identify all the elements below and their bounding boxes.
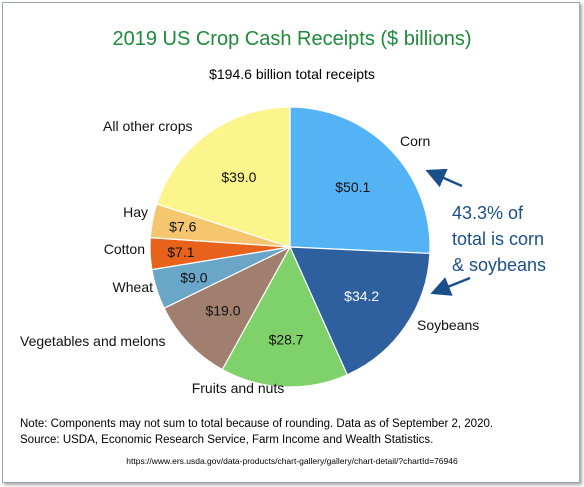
category-label-wheat: Wheat (113, 279, 154, 295)
chart-subtitle: $194.6 billion total receipts (209, 66, 375, 82)
category-label-fruits-and-nuts: Fruits and nuts (192, 380, 285, 396)
value-label-vegetables-and-melons: $19.0 (205, 303, 240, 319)
note-text: Note: Components may not sum to total be… (20, 418, 494, 430)
value-label-fruits-and-nuts: $28.7 (269, 331, 304, 347)
annotation-line-2: total is corn (452, 229, 545, 249)
source-text: Source: USDA, Economic Research Service,… (20, 434, 434, 446)
pie-slice-all-other-crops (156, 106, 291, 248)
value-label-hay: $7.6 (169, 218, 196, 234)
annotation-line-1: 43.3% of (452, 203, 524, 223)
category-label-vegetables-and-melons: Vegetables and melons (20, 333, 166, 349)
pie-slice-corn (289, 106, 431, 255)
value-label-wheat: $9.0 (180, 270, 207, 286)
value-label-corn: $50.1 (335, 179, 370, 195)
category-label-corn: Corn (400, 133, 430, 149)
value-label-cotton: $7.1 (167, 244, 194, 260)
annotation-line-3: & soybeans (452, 255, 547, 275)
pie-slice-vegetables-and-melons (163, 245, 292, 371)
category-label-soybeans: Soybeans (417, 317, 479, 333)
category-label-cotton: Cotton (104, 241, 145, 257)
value-label-soybeans: $34.2 (344, 288, 379, 304)
chart-footnote: Note: Components may not sum to total be… (20, 416, 493, 448)
source-url: https://www.ers.usda.gov/data-products/c… (126, 456, 458, 466)
corn-soybeans-annotation: 43.3% of total is corn & soybeans (452, 200, 546, 278)
value-label-all-other-crops: $39.0 (221, 169, 256, 185)
pie-slice-soybeans (289, 246, 431, 376)
annotation-arrow-corn (425, 168, 463, 188)
annotation-arrow-soybeans (430, 276, 471, 296)
chart-title: 2019 US Crop Cash Receipts ($ billions) (112, 28, 472, 50)
pie-slice-fruits-and-nuts (221, 245, 349, 388)
category-label-all-other-crops: All other crops (103, 118, 192, 134)
category-label-hay: Hay (123, 204, 148, 220)
